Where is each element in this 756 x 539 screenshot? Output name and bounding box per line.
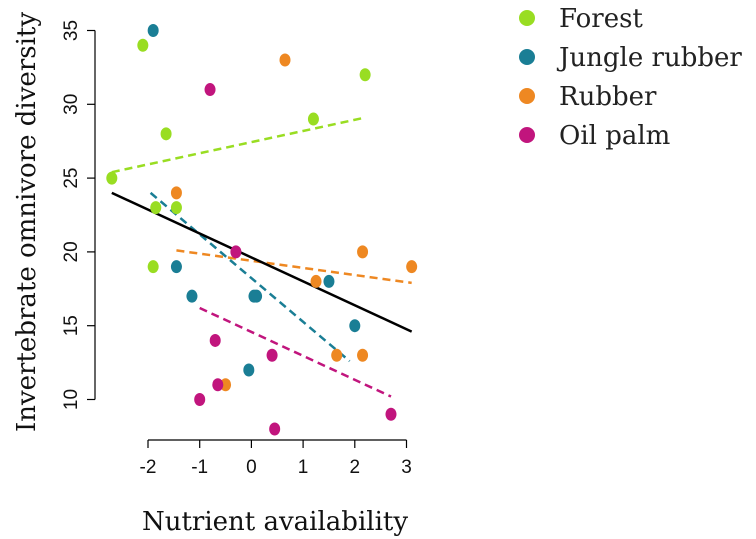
point-jungle-rubber (170, 260, 182, 274)
y-tick-label: 30 (61, 94, 82, 115)
point-oil-palm (212, 378, 224, 392)
point-forest (359, 68, 371, 82)
point-forest (106, 171, 118, 185)
y-tick-label: 15 (61, 315, 82, 336)
legend: Forest Jungle rubber Rubber Oil palm (519, 4, 742, 151)
legend-marker-jungle-rubber (519, 49, 535, 65)
trend-line-forest (111, 116, 366, 174)
legend-label-jungle-rubber: Jungle rubber (556, 43, 742, 73)
legend-marker-rubber (519, 88, 535, 104)
x-ticks: -2 -1 0 1 2 3 (140, 440, 412, 478)
x-axis-label: Nutrient availability (142, 507, 408, 537)
point-rubber (220, 378, 232, 392)
point-oil-palm (230, 245, 242, 259)
y-tick-label: 25 (61, 168, 82, 189)
point-jungle-rubber (251, 289, 263, 303)
point-rubber (279, 53, 291, 67)
y-tick-label: 10 (61, 389, 82, 410)
point-jungle-rubber (349, 319, 361, 333)
overall-trend-line (111, 191, 413, 333)
trend-lines (111, 116, 413, 398)
point-rubber (310, 274, 322, 288)
data-points (106, 24, 418, 436)
point-jungle-rubber (147, 24, 159, 37)
x-tick-label: -2 (140, 457, 157, 478)
point-forest (137, 38, 149, 52)
point-oil-palm (194, 393, 206, 406)
x-tick-label: 2 (350, 457, 361, 478)
point-oil-palm (269, 422, 281, 436)
trend-line-jungle-rubber (149, 191, 351, 363)
point-oil-palm (266, 348, 278, 362)
legend-label-rubber: Rubber (559, 82, 657, 112)
x-tick-label: 3 (401, 457, 412, 478)
y-tick-label: 20 (61, 241, 82, 262)
x-tick-label: -1 (191, 457, 208, 478)
legend-label-oil-palm: Oil palm (559, 121, 670, 151)
legend-marker-oil-palm (519, 127, 535, 143)
y-tick-label: 35 (61, 20, 82, 41)
axes: 10 15 20 25 30 35 -2 -1 0 1 2 3 (61, 20, 412, 478)
point-rubber (331, 348, 343, 362)
y-ticks: 10 15 20 25 30 35 (61, 20, 95, 410)
point-rubber (406, 260, 418, 274)
x-tick-label: 1 (298, 457, 309, 478)
point-forest (170, 201, 182, 215)
point-forest (150, 201, 162, 215)
legend-marker-forest (519, 10, 535, 26)
y-axis-label: Invertebrate omnivore diversity (12, 12, 42, 432)
point-forest (160, 127, 172, 141)
trend-line-oil-palm (199, 306, 392, 398)
point-forest (147, 260, 159, 274)
point-jungle-rubber (243, 363, 255, 377)
x-tick-label: 0 (246, 457, 257, 478)
point-oil-palm (209, 333, 221, 347)
point-rubber (357, 245, 369, 259)
trend-line-rubber (176, 249, 412, 285)
point-rubber (170, 186, 182, 200)
point-forest (307, 112, 319, 126)
point-rubber (357, 348, 369, 362)
point-jungle-rubber (186, 289, 198, 303)
point-oil-palm (385, 407, 397, 421)
legend-label-forest: Forest (559, 4, 643, 34)
point-jungle-rubber (323, 274, 335, 288)
point-oil-palm (204, 83, 216, 97)
